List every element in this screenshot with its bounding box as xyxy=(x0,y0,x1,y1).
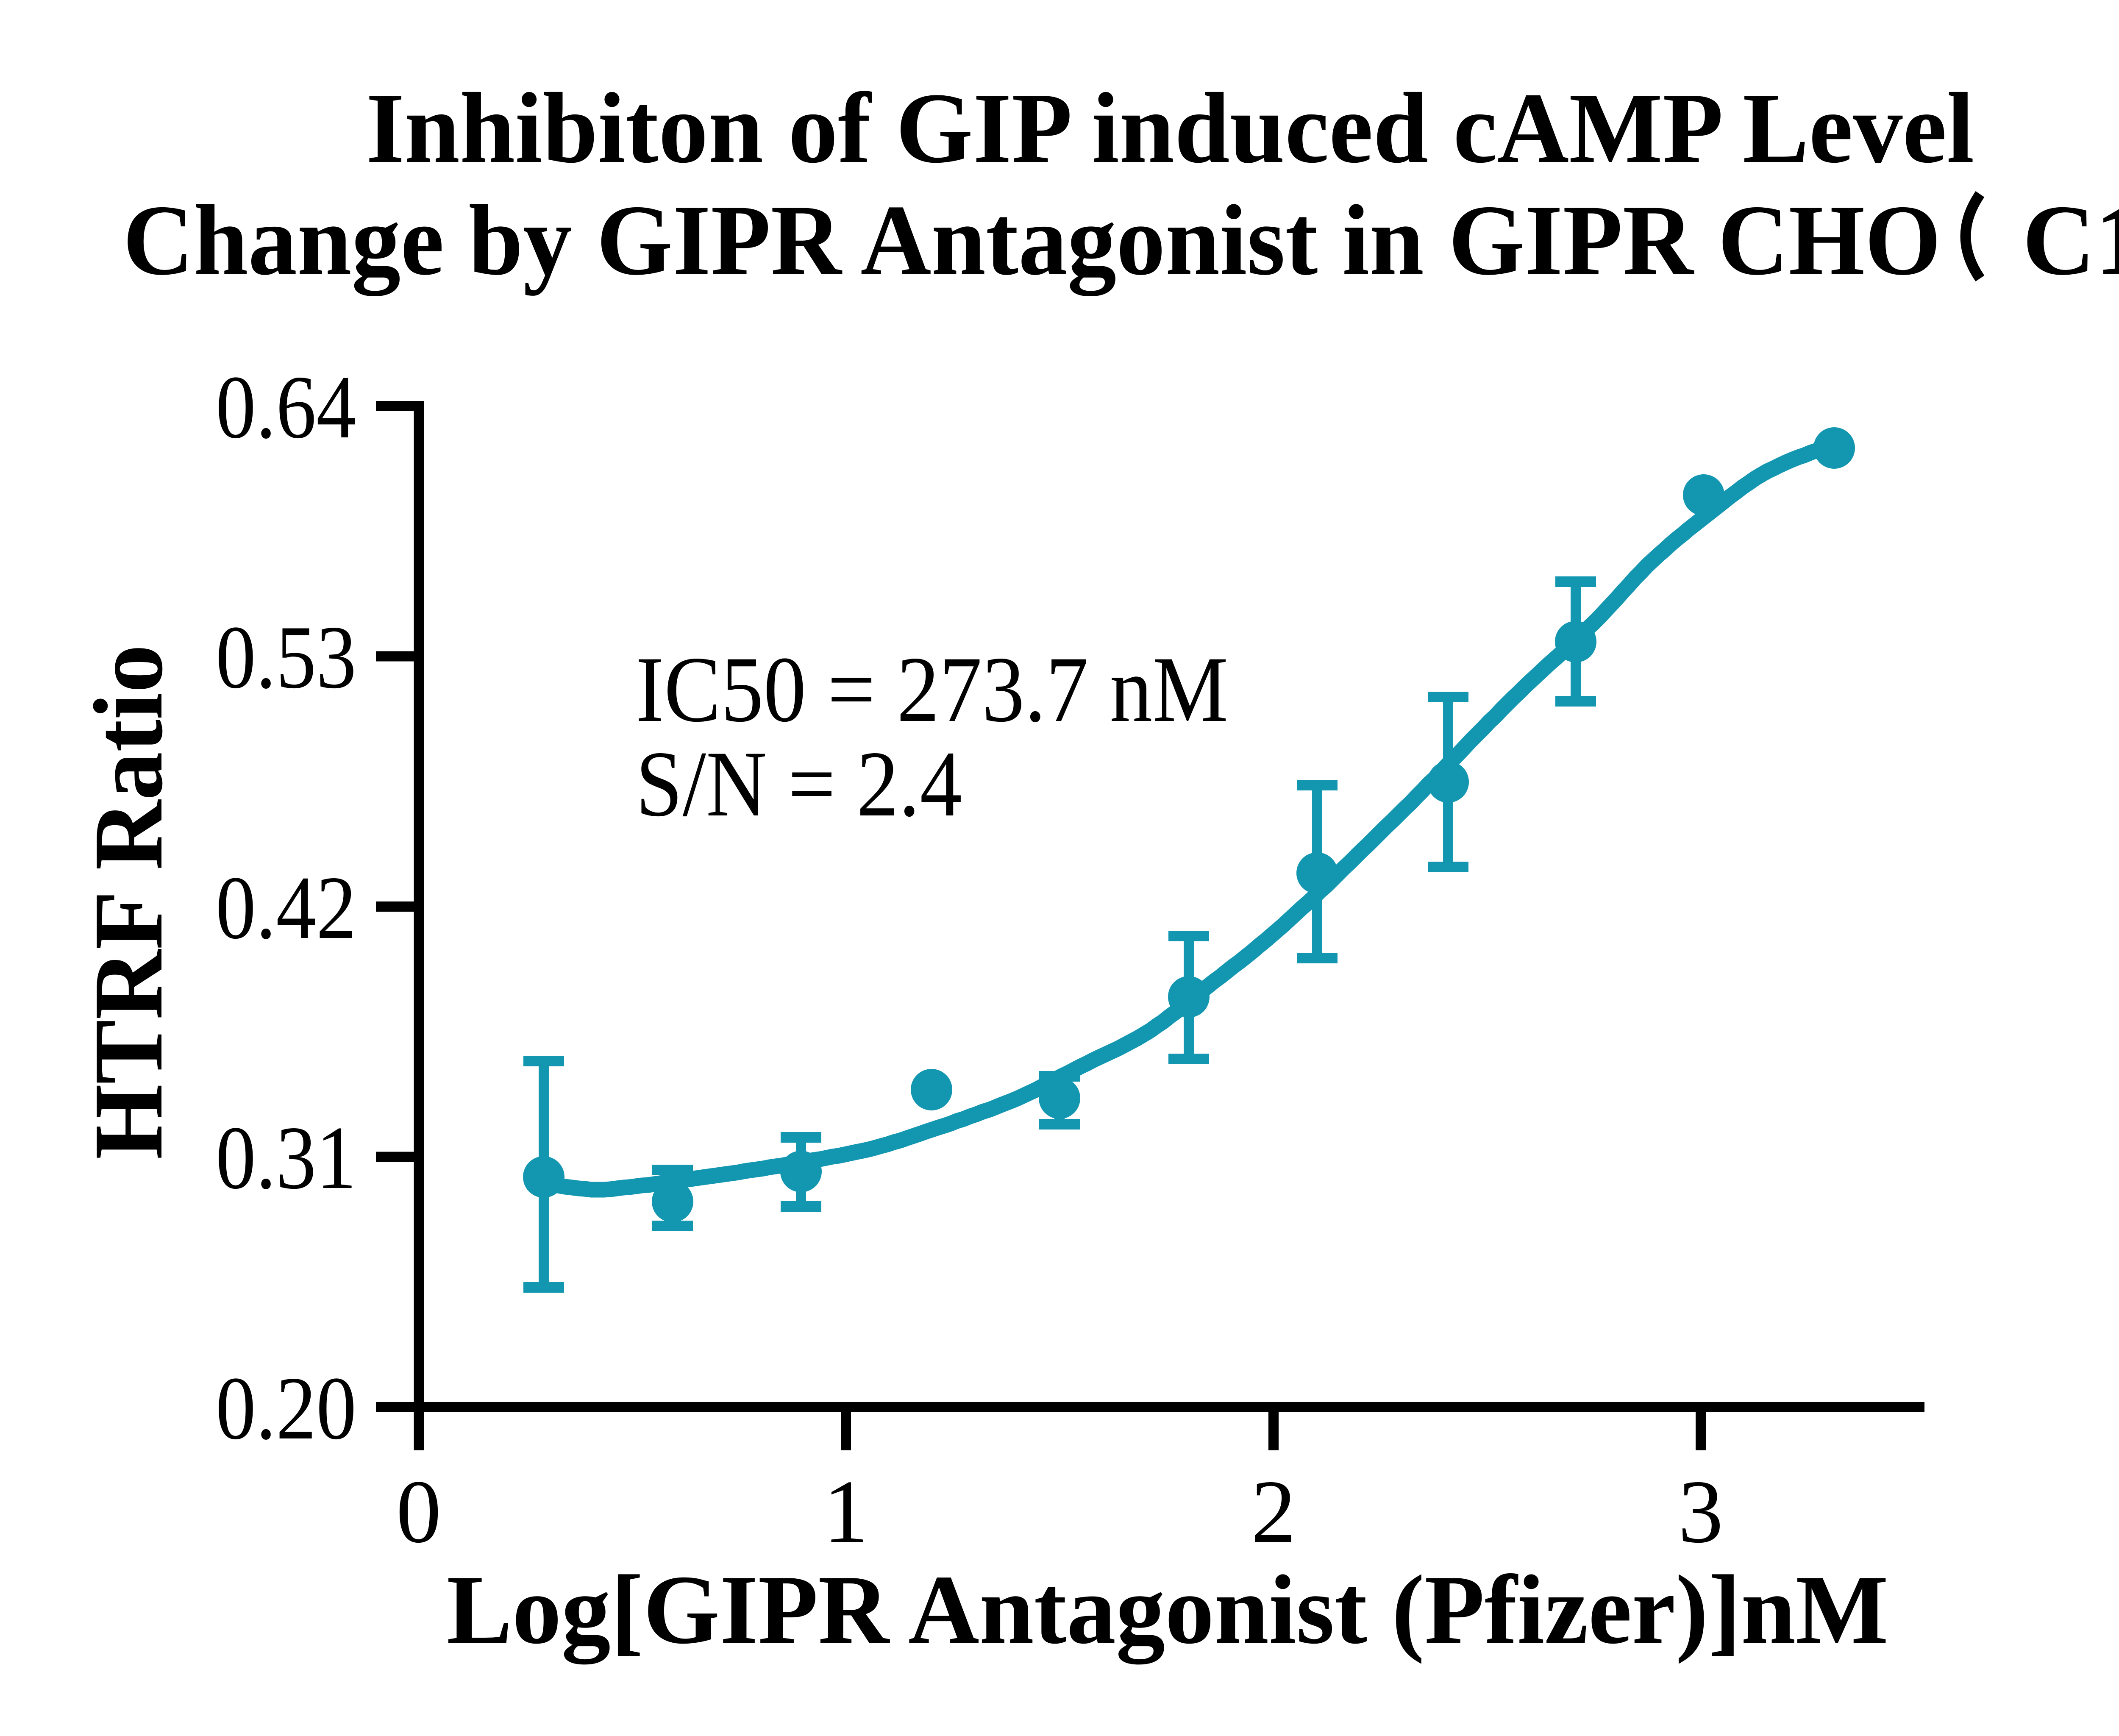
svg-text:0.20: 0.20 xyxy=(216,1358,356,1458)
svg-text:0.53: 0.53 xyxy=(216,607,356,707)
svg-text:S/N = 2.4: S/N = 2.4 xyxy=(636,732,962,836)
svg-text:0: 0 xyxy=(396,1462,442,1562)
svg-text:Log[GIPR Antagonist (Pfizer)]n: Log[GIPR Antagonist (Pfizer)]nM xyxy=(447,1555,1888,1665)
svg-text:3: 3 xyxy=(1678,1462,1724,1562)
svg-text:Inhibiton of GIP induced cAMP: Inhibiton of GIP induced cAMP Level xyxy=(366,72,1974,184)
svg-text:0.64: 0.64 xyxy=(216,357,356,457)
svg-text:C12: C12 xyxy=(2022,185,2119,296)
svg-text:2: 2 xyxy=(1251,1462,1296,1562)
svg-text:0.31: 0.31 xyxy=(216,1108,356,1208)
svg-text:1: 1 xyxy=(823,1462,869,1562)
svg-text:HTRF Ratio: HTRF Ratio xyxy=(74,645,183,1160)
svg-text:IC50 = 273.7 nM: IC50 = 273.7 nM xyxy=(636,637,1228,742)
svg-text:Change by GIPR Antagonist in G: Change by GIPR Antagonist in GIPR CHO xyxy=(123,185,1941,296)
svg-text:0.42: 0.42 xyxy=(216,858,356,958)
